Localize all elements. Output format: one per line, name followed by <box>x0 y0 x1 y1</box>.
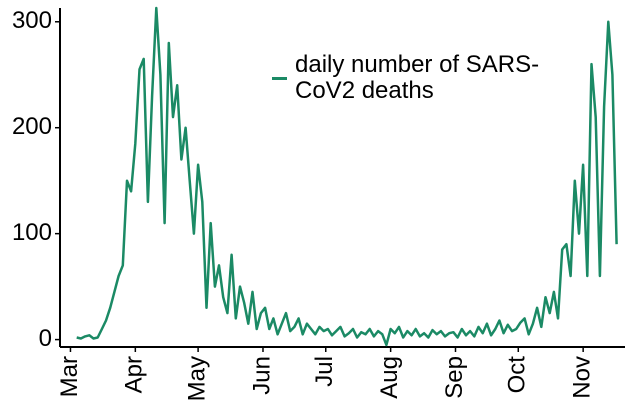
x-tick-label: May <box>183 356 210 401</box>
x-tick-label: Apr <box>121 356 148 393</box>
x-tick-label: Aug <box>376 356 403 399</box>
x-tick-label: Mar <box>56 356 83 397</box>
legend-label: daily number of SARS-CoV2 deaths <box>295 51 540 104</box>
x-tick-label: Jun <box>248 356 275 395</box>
x-tick-label: Oct <box>504 356 531 394</box>
y-tick-label: 300 <box>12 7 52 34</box>
data-line <box>76 6 618 347</box>
x-tick-label: Nov <box>568 356 595 399</box>
legend-swatch <box>272 77 287 80</box>
x-tick-label: Sep <box>441 356 468 399</box>
x-tick-label: Jul <box>311 356 338 387</box>
legend: daily number of SARS-CoV2 deaths <box>272 52 545 104</box>
y-tick-label: 100 <box>12 219 52 246</box>
y-tick-label: 0 <box>39 325 52 352</box>
y-tick-label: 200 <box>12 113 52 140</box>
